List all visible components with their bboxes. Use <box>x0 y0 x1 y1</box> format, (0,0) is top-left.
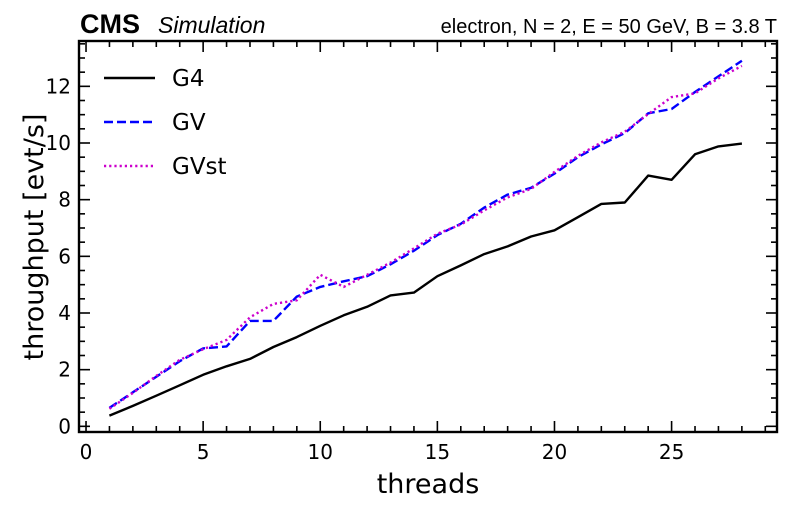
legend-label-g4: G4 <box>172 66 204 92</box>
series-line-g4 <box>108 142 743 417</box>
y-tick-label: 12 <box>46 74 71 98</box>
experiment-label: CMS <box>80 9 140 39</box>
x-tick-label: 25 <box>659 440 684 464</box>
y-axis-label: throughput [evt/s] <box>19 114 50 361</box>
y-tick-label: 2 <box>58 358 71 382</box>
series-line-gv <box>108 59 743 409</box>
y-tick-label: 10 <box>46 131 71 155</box>
legend-label-gv: GV <box>172 110 206 136</box>
simulation-label: Simulation <box>158 12 265 38</box>
series-lines <box>108 59 743 417</box>
x-tick-label: 20 <box>542 440 567 464</box>
y-tick-label: 6 <box>58 244 71 268</box>
y-tick-label: 4 <box>58 301 71 325</box>
x-tick-label: 0 <box>80 440 93 464</box>
legend-label-gvst: GVst <box>172 154 227 180</box>
x-tick-label: 10 <box>308 440 333 464</box>
legend: G4 GV GVst <box>104 66 227 180</box>
y-tick-label: 0 <box>58 414 71 438</box>
x-tick-label: 15 <box>425 440 450 464</box>
tick-labels: 0 5 10 15 20 25 0 2 4 6 8 10 12 <box>46 74 685 464</box>
axis-ticks <box>79 41 777 432</box>
series-line-gvst <box>108 64 743 410</box>
x-tick-label: 5 <box>197 440 210 464</box>
y-tick-label: 8 <box>58 188 71 212</box>
x-axis-label: threads <box>377 469 480 500</box>
run-info-label: electron, N = 2, E = 50 GeV, B = 3.8 T <box>441 16 777 38</box>
plot-frame <box>77 39 779 434</box>
